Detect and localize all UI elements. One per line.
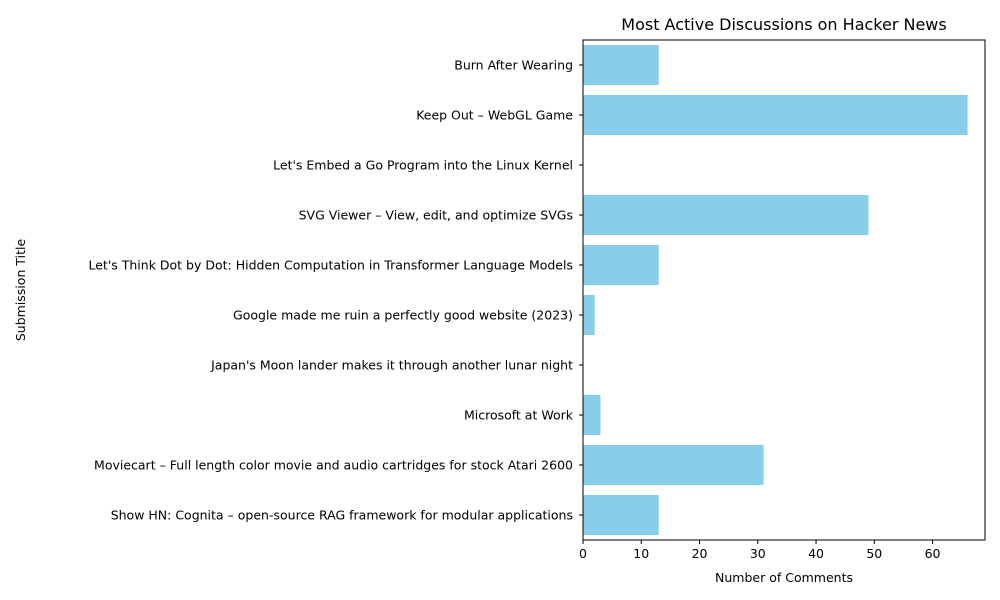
y-tick-label: Japan's Moon lander makes it through ano… bbox=[210, 358, 573, 373]
x-tick-label: 60 bbox=[925, 546, 941, 561]
y-tick-label: Google made me ruin a perfectly good web… bbox=[233, 308, 573, 323]
x-axis-label: Number of Comments bbox=[715, 570, 853, 585]
axes-frame bbox=[582, 39, 986, 541]
y-axis-ticks: Show HN: Cognita – open-source RAG frame… bbox=[88, 58, 583, 523]
y-tick-label: Keep Out – WebGL Game bbox=[416, 108, 573, 123]
bar bbox=[583, 495, 659, 535]
y-tick-label: Let's Embed a Go Program into the Linux … bbox=[273, 158, 573, 173]
x-tick-label: 30 bbox=[750, 546, 766, 561]
x-tick-label: 0 bbox=[579, 546, 587, 561]
x-axis-ticks: 0 10 20 30 40 50 60 bbox=[579, 540, 941, 561]
x-tick-label: 50 bbox=[866, 546, 882, 561]
y-tick-label: Moviecart – Full length color movie and … bbox=[94, 458, 573, 473]
bar bbox=[583, 95, 968, 135]
y-tick-label: SVG Viewer – View, edit, and optimize SV… bbox=[299, 208, 573, 223]
bar bbox=[583, 395, 601, 435]
y-tick-label: Let's Think Dot by Dot: Hidden Computati… bbox=[88, 258, 573, 273]
x-tick-label: 20 bbox=[692, 546, 708, 561]
bars-group bbox=[583, 45, 968, 535]
bar bbox=[583, 245, 659, 285]
bar bbox=[583, 45, 659, 85]
y-tick-label: Show HN: Cognita – open-source RAG frame… bbox=[111, 508, 573, 523]
y-axis-label: Submission Title bbox=[13, 239, 28, 342]
y-tick-label: Microsoft at Work bbox=[464, 408, 574, 423]
x-tick-label: 10 bbox=[633, 546, 649, 561]
plot-frame bbox=[582, 39, 986, 541]
y-tick-label: Burn After Wearing bbox=[454, 58, 573, 73]
bar bbox=[583, 295, 595, 335]
bar bbox=[583, 445, 764, 485]
chart-title: Most Active Discussions on Hacker News bbox=[621, 15, 946, 34]
x-tick-label: 40 bbox=[808, 546, 824, 561]
bar bbox=[583, 195, 869, 235]
